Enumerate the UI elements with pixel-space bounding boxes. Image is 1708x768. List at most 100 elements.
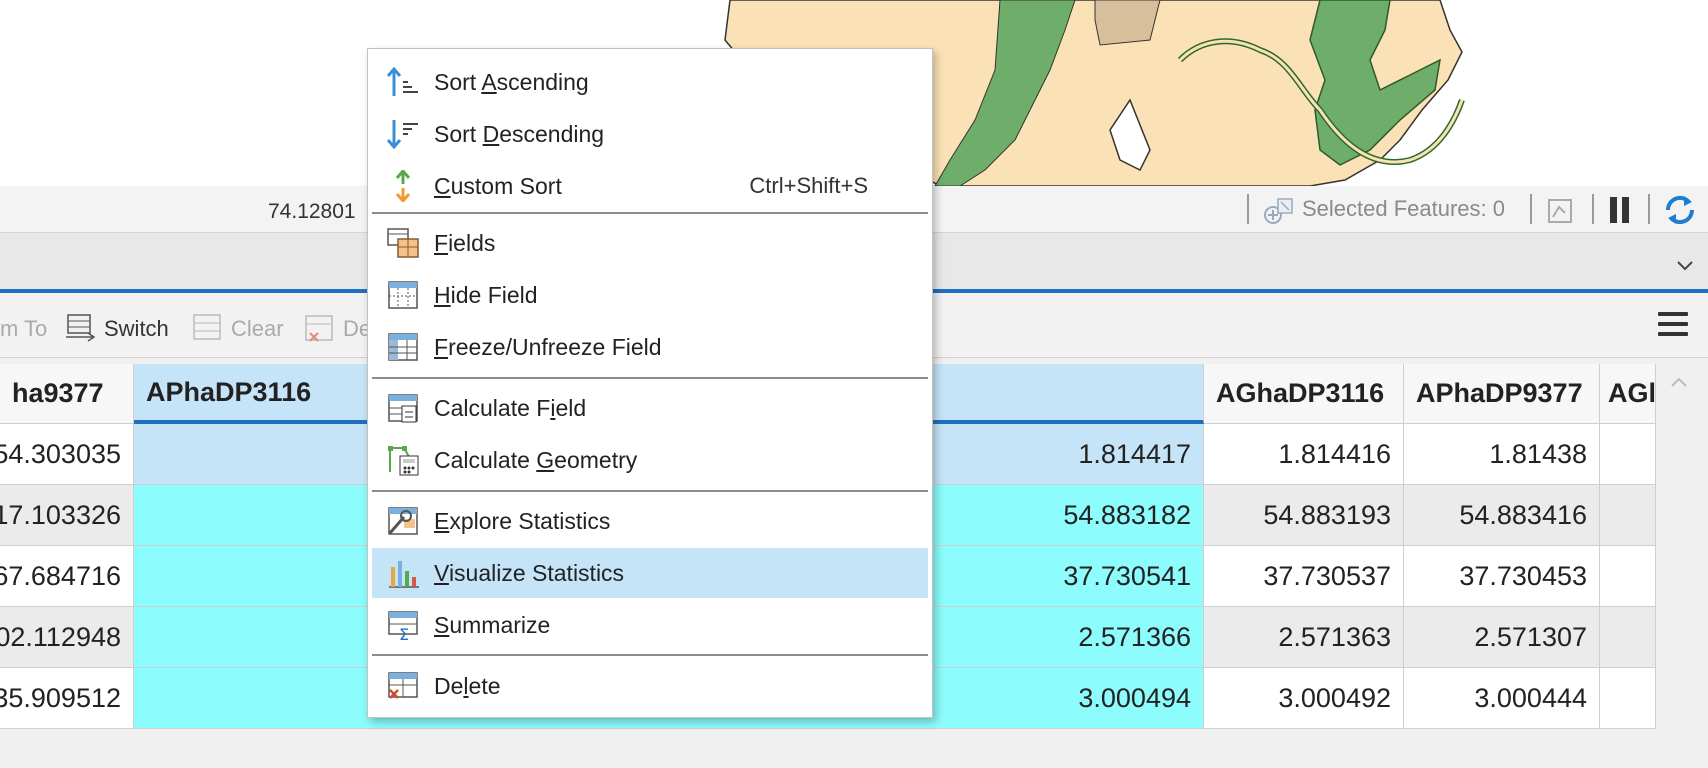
river-inner bbox=[1178, 39, 1464, 164]
table-cell[interactable]: 35.909512 bbox=[0, 668, 134, 729]
water-polygon bbox=[1109, 98, 1151, 172]
menu-label: ummarize bbox=[449, 612, 551, 638]
fields-icon bbox=[386, 227, 420, 259]
table-cell[interactable]: 2.571307 bbox=[1404, 607, 1600, 668]
menu-item-freeze-field[interactable]: Freeze/Unfreeze Field bbox=[372, 322, 928, 372]
menu-item-sort-descending[interactable]: Sort Descending bbox=[372, 109, 928, 159]
explore-statistics-icon bbox=[386, 505, 420, 537]
table-cell[interactable]: 54.883193 bbox=[1204, 485, 1404, 546]
menu-label: isualize Statistics bbox=[448, 560, 625, 586]
urban-polygon bbox=[1094, 0, 1161, 46]
forest-polygon bbox=[934, 0, 1076, 186]
menu-separator bbox=[372, 377, 928, 379]
menu-accelerator: V bbox=[434, 560, 449, 586]
delete-button[interactable]: De bbox=[343, 316, 372, 341]
forest-polygon-east bbox=[1309, 0, 1441, 166]
table-cell[interactable] bbox=[1600, 424, 1656, 485]
menu-item-calculate-field[interactable]: Calculate Field bbox=[372, 383, 928, 433]
menu-accelerator: l bbox=[463, 673, 469, 699]
column-header[interactable]: AGhaDP3116 bbox=[1204, 364, 1404, 424]
menu-label: escending bbox=[499, 121, 605, 147]
table-cell[interactable] bbox=[1600, 607, 1656, 668]
pause-icon[interactable] bbox=[1608, 195, 1632, 225]
menu-label: Sort bbox=[434, 69, 482, 95]
column-header[interactable]: ha9377 bbox=[0, 364, 134, 424]
selected-features-icon[interactable] bbox=[1262, 196, 1294, 226]
menu-label: De bbox=[434, 673, 464, 699]
menu-item-summarize[interactable]: Σ Summarize bbox=[372, 600, 928, 650]
menu-item-fields[interactable]: Fields bbox=[372, 218, 928, 268]
column-header[interactable]: APhaDP9377 bbox=[1404, 364, 1600, 424]
vertical-scrollbar[interactable] bbox=[1656, 364, 1708, 768]
menu-item-delete[interactable]: Delete bbox=[372, 661, 928, 711]
menu-separator bbox=[372, 654, 928, 656]
menu-label: Calculate bbox=[434, 447, 537, 473]
calculate-field-icon bbox=[386, 392, 420, 424]
table-cell[interactable]: 37.730453 bbox=[1404, 546, 1600, 607]
table-cell[interactable]: 37.730537 bbox=[1204, 546, 1404, 607]
sort-descending-icon bbox=[386, 118, 420, 150]
table-cell[interactable]: 17.103326 bbox=[0, 485, 134, 546]
menu-label: Calculate F bbox=[434, 395, 551, 421]
table-cell[interactable]: 1.81438 bbox=[1404, 424, 1600, 485]
menu-item-calculate-geometry[interactable]: Calculate Geometry bbox=[372, 435, 928, 485]
scroll-up-icon[interactable] bbox=[1670, 372, 1688, 393]
summarize-icon: Σ bbox=[386, 609, 420, 644]
menu-shortcut: Ctrl+Shift+S bbox=[749, 173, 868, 198]
delete-selected-icon bbox=[304, 313, 334, 345]
menu-accelerator: i bbox=[550, 395, 556, 421]
table-cell[interactable]: 2.571363 bbox=[1204, 607, 1404, 668]
menu-label: eld bbox=[555, 395, 587, 421]
menu-accelerator: F bbox=[434, 230, 449, 256]
menu-label: reeze/Unfreeze Field bbox=[448, 334, 662, 360]
menu-label: ete bbox=[468, 673, 501, 699]
menu-label: ields bbox=[448, 230, 496, 256]
calculate-geometry-icon bbox=[386, 444, 420, 476]
table-cell[interactable]: 02.112948 bbox=[0, 607, 134, 668]
menu-item-sort-ascending[interactable]: Sort Ascending bbox=[372, 57, 928, 107]
menu-accelerator: A bbox=[481, 69, 497, 95]
menu-separator bbox=[372, 490, 928, 492]
menu-item-visualize-statistics[interactable]: Visualize Statistics bbox=[372, 548, 928, 598]
switch-icon bbox=[64, 311, 98, 345]
menu-label: eometry bbox=[554, 447, 638, 473]
table-cell[interactable]: 54.883416 bbox=[1404, 485, 1600, 546]
menu-label: xplore Statistics bbox=[449, 508, 611, 534]
selected-features-count: Selected Features: 0 bbox=[1302, 196, 1506, 221]
chevron-down-icon[interactable] bbox=[1676, 256, 1694, 277]
menu-label: scending bbox=[496, 69, 589, 95]
menu-accelerator: C bbox=[434, 173, 451, 199]
menu-accelerator: S bbox=[434, 612, 450, 638]
custom-sort-icon bbox=[386, 168, 420, 204]
map-extent-icon[interactable] bbox=[1547, 197, 1573, 225]
clear-button[interactable]: Clear bbox=[231, 316, 284, 341]
menu-accelerator: E bbox=[434, 508, 450, 534]
bar-chart-icon bbox=[386, 557, 420, 589]
menu-item-explore-statistics[interactable]: Explore Statistics bbox=[372, 496, 928, 546]
menu-accelerator: G bbox=[536, 447, 555, 473]
table-cell[interactable]: 1.814416 bbox=[1204, 424, 1404, 485]
menu-label: ide Field bbox=[450, 282, 538, 308]
freeze-field-icon bbox=[386, 331, 420, 363]
table-cell[interactable] bbox=[1600, 546, 1656, 607]
menu-label: ustom Sort bbox=[450, 173, 562, 199]
table-options-menu-icon[interactable] bbox=[1658, 312, 1688, 338]
table-cell[interactable]: 67.684716 bbox=[0, 546, 134, 607]
table-cell[interactable] bbox=[1600, 485, 1656, 546]
menu-item-hide-field[interactable]: Hide Field bbox=[372, 270, 928, 320]
zoom-to-button[interactable]: m To bbox=[0, 316, 48, 341]
svg-text:Σ: Σ bbox=[399, 625, 409, 641]
table-cell[interactable]: 54.303035 bbox=[0, 424, 134, 485]
menu-label: Sort bbox=[434, 121, 483, 147]
clear-icon bbox=[192, 312, 222, 342]
switch-button[interactable]: Switch bbox=[104, 316, 169, 341]
menu-item-custom-sort[interactable]: Custom Sort Ctrl+Shift+S bbox=[372, 161, 928, 211]
column-header[interactable]: AGl bbox=[1600, 364, 1656, 424]
table-cell[interactable]: 3.000492 bbox=[1204, 668, 1404, 729]
menu-separator bbox=[372, 212, 928, 214]
delete-field-icon bbox=[386, 670, 420, 702]
status-separator bbox=[1648, 194, 1650, 224]
table-cell[interactable]: 3.000444 bbox=[1404, 668, 1600, 729]
table-cell[interactable] bbox=[1600, 668, 1656, 729]
refresh-icon[interactable] bbox=[1662, 192, 1698, 228]
